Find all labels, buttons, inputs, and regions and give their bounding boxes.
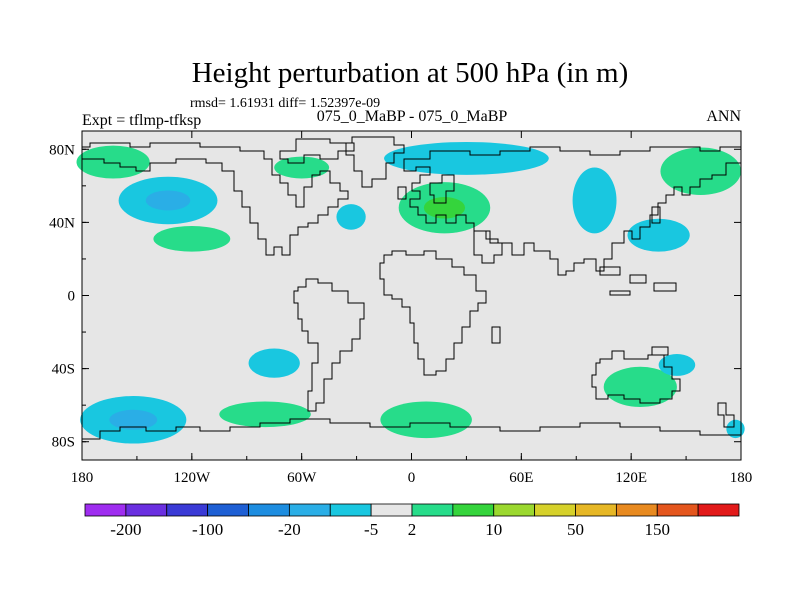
colorbar-box: [452, 503, 495, 517]
colorbar-label: 2: [408, 520, 417, 539]
x-tick-label: 60W: [287, 470, 317, 486]
axis-ticks: 180 120W 60W 0 60E 120E 180 80N 40N 0 40S 80S: [49, 131, 752, 486]
map-panel: [76, 130, 745, 461]
coast-australia: [591, 350, 681, 404]
colorbar-label: 50: [567, 520, 584, 539]
x-tick-label: 0: [408, 470, 416, 486]
colorbar-box: [288, 503, 331, 517]
coast-canadian-archipelago: [279, 138, 355, 164]
coast-scandinavia: [429, 174, 455, 204]
colorbar-box: [248, 503, 290, 517]
coast-africa: [379, 250, 487, 376]
colorbar-label: -200: [110, 520, 141, 539]
coast-eurasia: [403, 146, 742, 276]
anomaly-core-1: [145, 190, 191, 211]
colorbar-box: [207, 503, 249, 517]
anomaly-pos-13: [380, 401, 472, 439]
y-tick-label: 40N: [49, 215, 75, 231]
x-tick-label: 180: [730, 470, 753, 486]
anomaly-neg-15: [658, 353, 696, 376]
anomaly-pos-14: [603, 366, 677, 407]
colorbar-box: [493, 503, 536, 517]
case-label: 075_0_MaBP - 075_0_MaBP: [317, 108, 508, 125]
chart-title: Height perturbation at 500 hPa (in m): [192, 57, 629, 89]
stats-line: rmsd= 1.61931 diff= 1.52397e-09: [190, 96, 380, 111]
coast-indonesia: [599, 266, 677, 296]
anomaly-pos-9: [660, 147, 741, 195]
colorbar: -200 -100 -20 -5 2 10 50 150: [84, 503, 740, 539]
y-tick-label: 40S: [52, 362, 75, 378]
colorbar-box: [166, 503, 209, 517]
expt-label: Expt = tflmp-tfksp: [82, 112, 201, 129]
colorbar-label: -5: [364, 520, 378, 539]
anomaly-core-10: [109, 409, 158, 430]
coast-new-zealand: [717, 402, 735, 428]
colorbar-label: -100: [192, 520, 223, 539]
coast-british-isles: [397, 186, 407, 200]
colorbar-box: [534, 503, 576, 517]
anomaly-pos-2: [153, 226, 231, 252]
anomaly-pos-0: [76, 145, 150, 179]
colorbar-label: -20: [278, 520, 301, 539]
y-tick-label: 80N: [49, 142, 75, 158]
anomaly-neg-4: [336, 204, 366, 230]
anomaly-neg-8: [627, 218, 690, 252]
anomaly-neg-7: [572, 167, 617, 234]
colorbar-box: [370, 503, 413, 517]
colorbar-box: [575, 503, 617, 517]
anomaly-neg-11: [248, 348, 300, 378]
coast-japan: [651, 206, 661, 224]
coast-greenland: [345, 136, 405, 188]
colorbar-box: [411, 503, 454, 517]
coast-antarctica: [82, 418, 741, 440]
x-tick-label: 120E: [615, 470, 647, 486]
colorbar-box: [329, 503, 372, 517]
colorbar-box: [615, 503, 658, 517]
coast-new-guinea: [651, 346, 669, 356]
coast-south-america: [293, 278, 365, 412]
colorbar-box: [125, 503, 168, 517]
colorbar-label: 10: [485, 520, 502, 539]
y-tick-label: 80S: [52, 435, 75, 451]
colorbar-box: [84, 503, 127, 517]
coast-arabia: [473, 230, 503, 264]
y-tick-label: 0: [68, 289, 76, 305]
anomaly-pos-3: [274, 156, 330, 179]
coast-north-america: [82, 142, 349, 256]
colorbar-box: [656, 503, 699, 517]
coast-madagascar: [491, 326, 501, 344]
anomaly-neg-16: [726, 419, 745, 439]
anomaly-neg-6: [384, 141, 549, 175]
colorbar-box: [697, 503, 740, 517]
x-tick-label: 180: [71, 470, 94, 486]
x-tick-label: 60E: [509, 470, 533, 486]
season-label: ANN: [706, 108, 741, 125]
colorbar-label: 150: [645, 520, 671, 539]
anomaly-pos-12: [219, 401, 311, 428]
coastlines: [82, 136, 742, 440]
x-tick-label: 120W: [173, 470, 211, 486]
